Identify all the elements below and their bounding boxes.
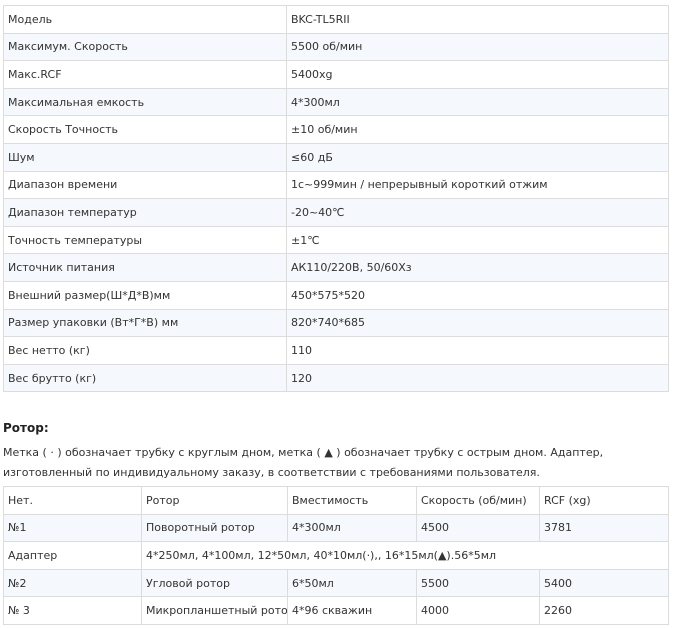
column-header: Скорость (об/мин) [416, 486, 540, 515]
specifications-table: Модель BKC-TL5RII Максимум. Скорость 5500 о… [3, 5, 669, 393]
spec-value: ≤60 дБ [286, 142, 669, 172]
spec-value: 5500 об/мин [286, 32, 669, 62]
rotor-cell: № 3 [3, 596, 142, 625]
spec-row: Вес брутто (кг) 120 [3, 363, 669, 393]
rotor-cell: 4000 [416, 596, 540, 625]
rotor-row: №2 Угловой ротор 6*50мл 5500 5400 [3, 568, 669, 598]
spec-label: Скорость Точность [3, 115, 287, 144]
spec-value: 1с~999мин / непрерывный короткий отжим [286, 170, 669, 200]
spec-row: Источник питания АК110/220В, 50/60Хз [3, 253, 669, 282]
rotor-table: Нет. Ротор Вместимость Скорость (об/мин) RCF… [3, 486, 669, 625]
spec-label: Вес нетто (кг) [3, 336, 287, 365]
rotor-heading: Ротор: [3, 421, 49, 435]
spec-value: 450*575*520 [286, 280, 669, 310]
rotor-row: Адаптер 4*250мл, 4*100мл, 12*50мл, 40*10м… [3, 541, 669, 570]
spec-row: Внешний размер(Ш*Д*В)мм 450*575*520 [3, 280, 669, 310]
spec-value: BKC-TL5RII [286, 5, 669, 34]
rotor-cell: 6*50мл [287, 568, 417, 598]
column-header: Ротор [141, 486, 288, 515]
rotor-row: № 3 Микропланшетный ротор 4*96 скважин 4000… [3, 596, 669, 625]
spec-value: -20~40℃ [286, 198, 669, 227]
spec-label: Источник питания [3, 253, 287, 282]
spec-value: 120 [286, 363, 669, 393]
rotor-description: Метка ( · ) обозначает трубку с круглым … [3, 446, 604, 479]
rotor-cell: №1 [3, 513, 142, 543]
spec-label: Максимальная емкость [3, 87, 287, 117]
rotor-row: №1 Поворотный ротор 4*300мл 4500 3781 [3, 513, 669, 543]
spec-value: 110 [286, 336, 669, 365]
spec-row: Максимальная емкость 4*300мл [3, 87, 669, 117]
column-header: Вместимость [287, 486, 417, 515]
rotor-cell: 3781 [539, 513, 669, 543]
spec-row: Размер упаковки (Вт*Г*В) мм 820*740*685 [3, 308, 669, 338]
rotor-cell: 5400 [539, 568, 669, 598]
spec-value: ±1℃ [286, 225, 669, 255]
rotor-cell: Адаптер [3, 541, 142, 570]
spec-label: Шум [3, 142, 287, 172]
spec-row: Макс.RCF 5400xg [3, 60, 669, 89]
spec-label: Точность температуры [3, 225, 287, 255]
spec-label: Макс.RCF [3, 60, 287, 89]
rotor-cell: №2 [3, 568, 142, 598]
spec-label: Размер упаковки (Вт*Г*В) мм [3, 308, 287, 338]
spec-label: Диапазон времени [3, 170, 287, 200]
spec-label: Модель [3, 5, 287, 34]
spec-row: Вес нетто (кг) 110 [3, 336, 669, 365]
rotor-cell: 4500 [416, 513, 540, 543]
spec-row: Точность температуры ±1℃ [3, 225, 669, 255]
rotor-cell: 4*96 скважин [287, 596, 417, 625]
spec-row: Модель BKC-TL5RII [3, 5, 669, 34]
spec-value: АК110/220В, 50/60Хз [286, 253, 669, 282]
column-header: RCF (xg) [539, 486, 669, 515]
spec-value: 4*300мл [286, 87, 669, 117]
spec-label: Внешний размер(Ш*Д*В)мм [3, 280, 287, 310]
spec-value: 5400xg [286, 60, 669, 89]
rotor-cell: 4*250мл, 4*100мл, 12*50мл, 40*10мл(·),, … [141, 541, 669, 570]
spec-row: Скорость Точность ±10 об/мин [3, 115, 669, 144]
rotor-header-row: Нет. Ротор Вместимость Скорость (об/мин) RCF… [3, 486, 669, 515]
rotor-cell: 2260 [539, 596, 669, 625]
spec-row: Диапазон времени 1с~999мин / непрерывный … [3, 170, 669, 200]
column-header: Нет. [3, 486, 142, 515]
spec-label: Диапазон температур [3, 198, 287, 227]
spec-label: Максимум. Скорость [3, 32, 287, 62]
spec-row: Шум ≤60 дБ [3, 142, 669, 172]
spec-row: Диапазон температур -20~40℃ [3, 198, 669, 227]
spec-label: Вес брутто (кг) [3, 363, 287, 393]
spec-value: 820*740*685 [286, 308, 669, 338]
rotor-cell: Поворотный ротор [141, 513, 288, 543]
rotor-cell: Угловой ротор [141, 568, 288, 598]
spec-row: Максимум. Скорость 5500 об/мин [3, 32, 669, 62]
rotor-cell: 5500 [416, 568, 540, 598]
spec-value: ±10 об/мин [286, 115, 669, 144]
rotor-cell: Микропланшетный ротор [141, 596, 288, 625]
rotor-cell: 4*300мл [287, 513, 417, 543]
